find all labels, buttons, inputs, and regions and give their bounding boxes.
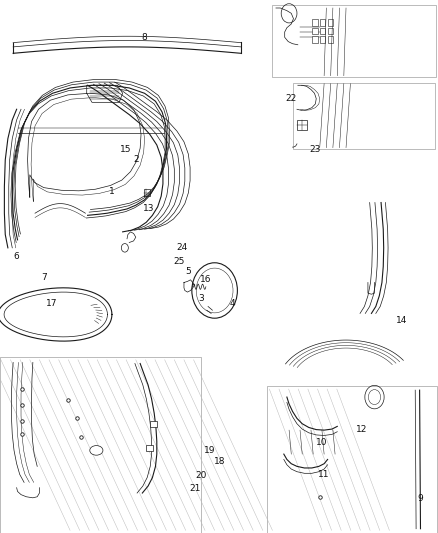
Bar: [312, 28, 318, 34]
Text: 17: 17: [46, 300, 57, 308]
Text: 2: 2: [133, 156, 138, 164]
Bar: [297, 120, 307, 130]
Text: 5: 5: [185, 268, 191, 276]
Bar: [328, 36, 333, 43]
Text: 14: 14: [396, 317, 408, 325]
Bar: [328, 28, 333, 34]
Text: 4: 4: [230, 300, 235, 308]
Bar: [146, 445, 153, 451]
Text: 24: 24: [176, 244, 187, 252]
Text: 22: 22: [286, 94, 297, 103]
Text: 16: 16: [200, 276, 212, 284]
Text: 3: 3: [198, 294, 205, 303]
Text: 15: 15: [120, 145, 131, 154]
Bar: [272, 5, 436, 77]
Bar: [312, 36, 318, 43]
Ellipse shape: [90, 446, 103, 455]
Text: 7: 7: [41, 273, 47, 281]
Text: 8: 8: [141, 33, 148, 42]
Bar: [0, 357, 201, 533]
Text: 9: 9: [417, 494, 424, 503]
Bar: [293, 83, 435, 149]
Bar: [320, 28, 325, 34]
Text: 6: 6: [13, 253, 19, 261]
Text: 19: 19: [204, 446, 215, 455]
Text: 11: 11: [318, 470, 330, 479]
Text: 20: 20: [196, 471, 207, 480]
Bar: [312, 19, 318, 26]
Bar: [328, 19, 333, 26]
Text: 12: 12: [356, 425, 367, 433]
Text: 18: 18: [214, 457, 226, 465]
Text: 13: 13: [143, 205, 155, 213]
Text: 23: 23: [310, 145, 321, 154]
Text: 10: 10: [316, 438, 328, 447]
Bar: [150, 421, 157, 427]
Text: 25: 25: [173, 257, 184, 265]
Bar: [267, 386, 437, 533]
Bar: [320, 36, 325, 43]
Text: 21: 21: [189, 484, 201, 493]
Bar: [320, 19, 325, 26]
Text: 1: 1: [109, 188, 115, 196]
